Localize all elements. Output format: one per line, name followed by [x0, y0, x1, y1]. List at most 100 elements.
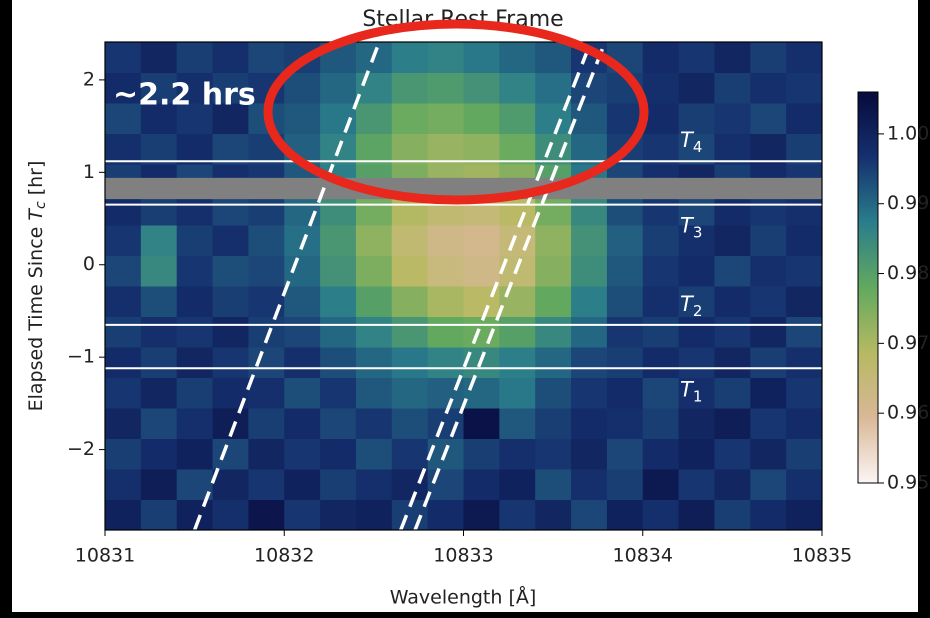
dashed-line: [413, 41, 607, 531]
heatmap-cell: [320, 194, 357, 226]
heatmap-cell: [499, 103, 536, 134]
heatmap-cell: [606, 347, 644, 378]
heatmap-cell: [678, 225, 715, 256]
heatmap-cell: [427, 255, 464, 287]
heatmap-cell: [140, 194, 178, 226]
heatmap-cell: [463, 255, 500, 287]
heatmap-cell: [140, 316, 178, 348]
heatmap-cell: [571, 286, 608, 317]
heatmap-cell: [535, 133, 572, 165]
heatmap-cell: [391, 72, 429, 104]
heatmap-cell: [105, 438, 142, 470]
heatmap-cell: [391, 225, 429, 256]
heatmap-cell: [606, 194, 644, 226]
heatmap-cell: [786, 133, 823, 165]
heatmap-cell: [391, 103, 429, 134]
heatmap-cell: [212, 194, 249, 226]
heatmap-cell: [786, 194, 823, 226]
heatmap-cell: [535, 194, 572, 226]
heatmap-cell: [571, 225, 608, 256]
heatmap-cell: [535, 225, 572, 256]
heatmap-cell: [714, 255, 751, 287]
heatmap-cell: [105, 377, 142, 409]
heatmap-cell: [176, 72, 214, 104]
heatmap-cell: [140, 103, 178, 134]
dashed-line: [192, 41, 381, 531]
heatmap-cell: [140, 225, 178, 256]
heatmap-cell: [391, 286, 429, 317]
heatmap-cell: [678, 255, 715, 287]
heatmap-cell: [571, 499, 608, 531]
heatmap-cell: [176, 225, 214, 256]
heatmap-cell: [678, 347, 715, 378]
y-label-part: Elapsed Time Since: [25, 221, 47, 412]
heatmap-cell: [642, 377, 680, 409]
heatmap-cell: [499, 469, 536, 500]
heatmap-cell: [427, 42, 464, 73]
heatmap-cell: [284, 499, 321, 531]
heatmap-cell: [786, 103, 823, 134]
heatmap-cell: [248, 347, 285, 378]
heatmap-cell: [642, 72, 680, 104]
heatmap-cell: [499, 42, 536, 73]
heatmap-cell: [535, 255, 572, 287]
colorbar-tick-label: 0.96: [887, 402, 929, 424]
heatmap-cell: [642, 438, 680, 470]
heatmap-cell: [714, 103, 751, 134]
transit-label: T4: [680, 128, 702, 156]
heatmap-cell: [642, 103, 680, 134]
heatmap-cell: [750, 286, 787, 317]
heatmap-cell: [105, 408, 142, 439]
heatmap-cell: [105, 347, 142, 378]
heatmap-cell: [355, 469, 393, 500]
heatmap-cell: [535, 347, 572, 378]
heatmap-cell: [463, 438, 500, 470]
heatmap-cell: [786, 255, 823, 287]
y-tick-label: −2: [67, 438, 95, 460]
heatmap-cell: [176, 408, 214, 439]
heatmap-cell: [606, 499, 644, 531]
heatmap-cell: [786, 499, 823, 531]
heatmap-cell: [176, 194, 214, 226]
heatmap-cell: [140, 72, 178, 104]
y-tick-label: 2: [83, 68, 95, 90]
heatmap-cell: [391, 133, 429, 165]
heatmap-cell: [463, 72, 500, 104]
heatmap-cell: [714, 194, 751, 226]
heatmap-cell: [499, 133, 536, 165]
transit-letter: T: [680, 377, 695, 401]
heatmap-cell: [284, 438, 321, 470]
heatmap-cell: [320, 72, 357, 104]
heatmap-cell: [212, 347, 249, 378]
transit-letter: T: [680, 128, 695, 152]
heatmap-cell: [606, 377, 644, 409]
heatmap-cell: [248, 286, 285, 317]
heatmap-cell: [212, 255, 249, 287]
heatmap-cell: [391, 438, 429, 470]
heatmap-cell: [355, 255, 393, 287]
heatmap-cell: [714, 347, 751, 378]
heatmap-cell: [750, 225, 787, 256]
heatmap-cell: [750, 133, 787, 165]
heatmap-cell: [606, 408, 644, 439]
heatmap-cell: [320, 286, 357, 317]
heatmap-cell: [391, 255, 429, 287]
heatmap-cell: [642, 42, 680, 73]
heatmap-cell: [499, 225, 536, 256]
heatmap-cell: [105, 255, 142, 287]
heatmap-cell: [678, 499, 715, 531]
heatmap-cell: [463, 316, 500, 348]
heatmap-cell: [642, 133, 680, 165]
heatmap-cell: [642, 255, 680, 287]
heatmap-cell: [750, 347, 787, 378]
heatmap-cell: [355, 133, 393, 165]
heatmap-cell: [463, 103, 500, 134]
heatmap-cell: [105, 469, 142, 500]
heatmap-cell: [427, 72, 464, 104]
heatmap-cell: [355, 499, 393, 531]
colorbar-tick-label: 0.97: [887, 332, 929, 354]
colorbar-tick-label: 0.99: [887, 192, 929, 214]
colorbar-tick-label: 1.00: [887, 122, 929, 144]
heatmap-cell: [678, 194, 715, 226]
